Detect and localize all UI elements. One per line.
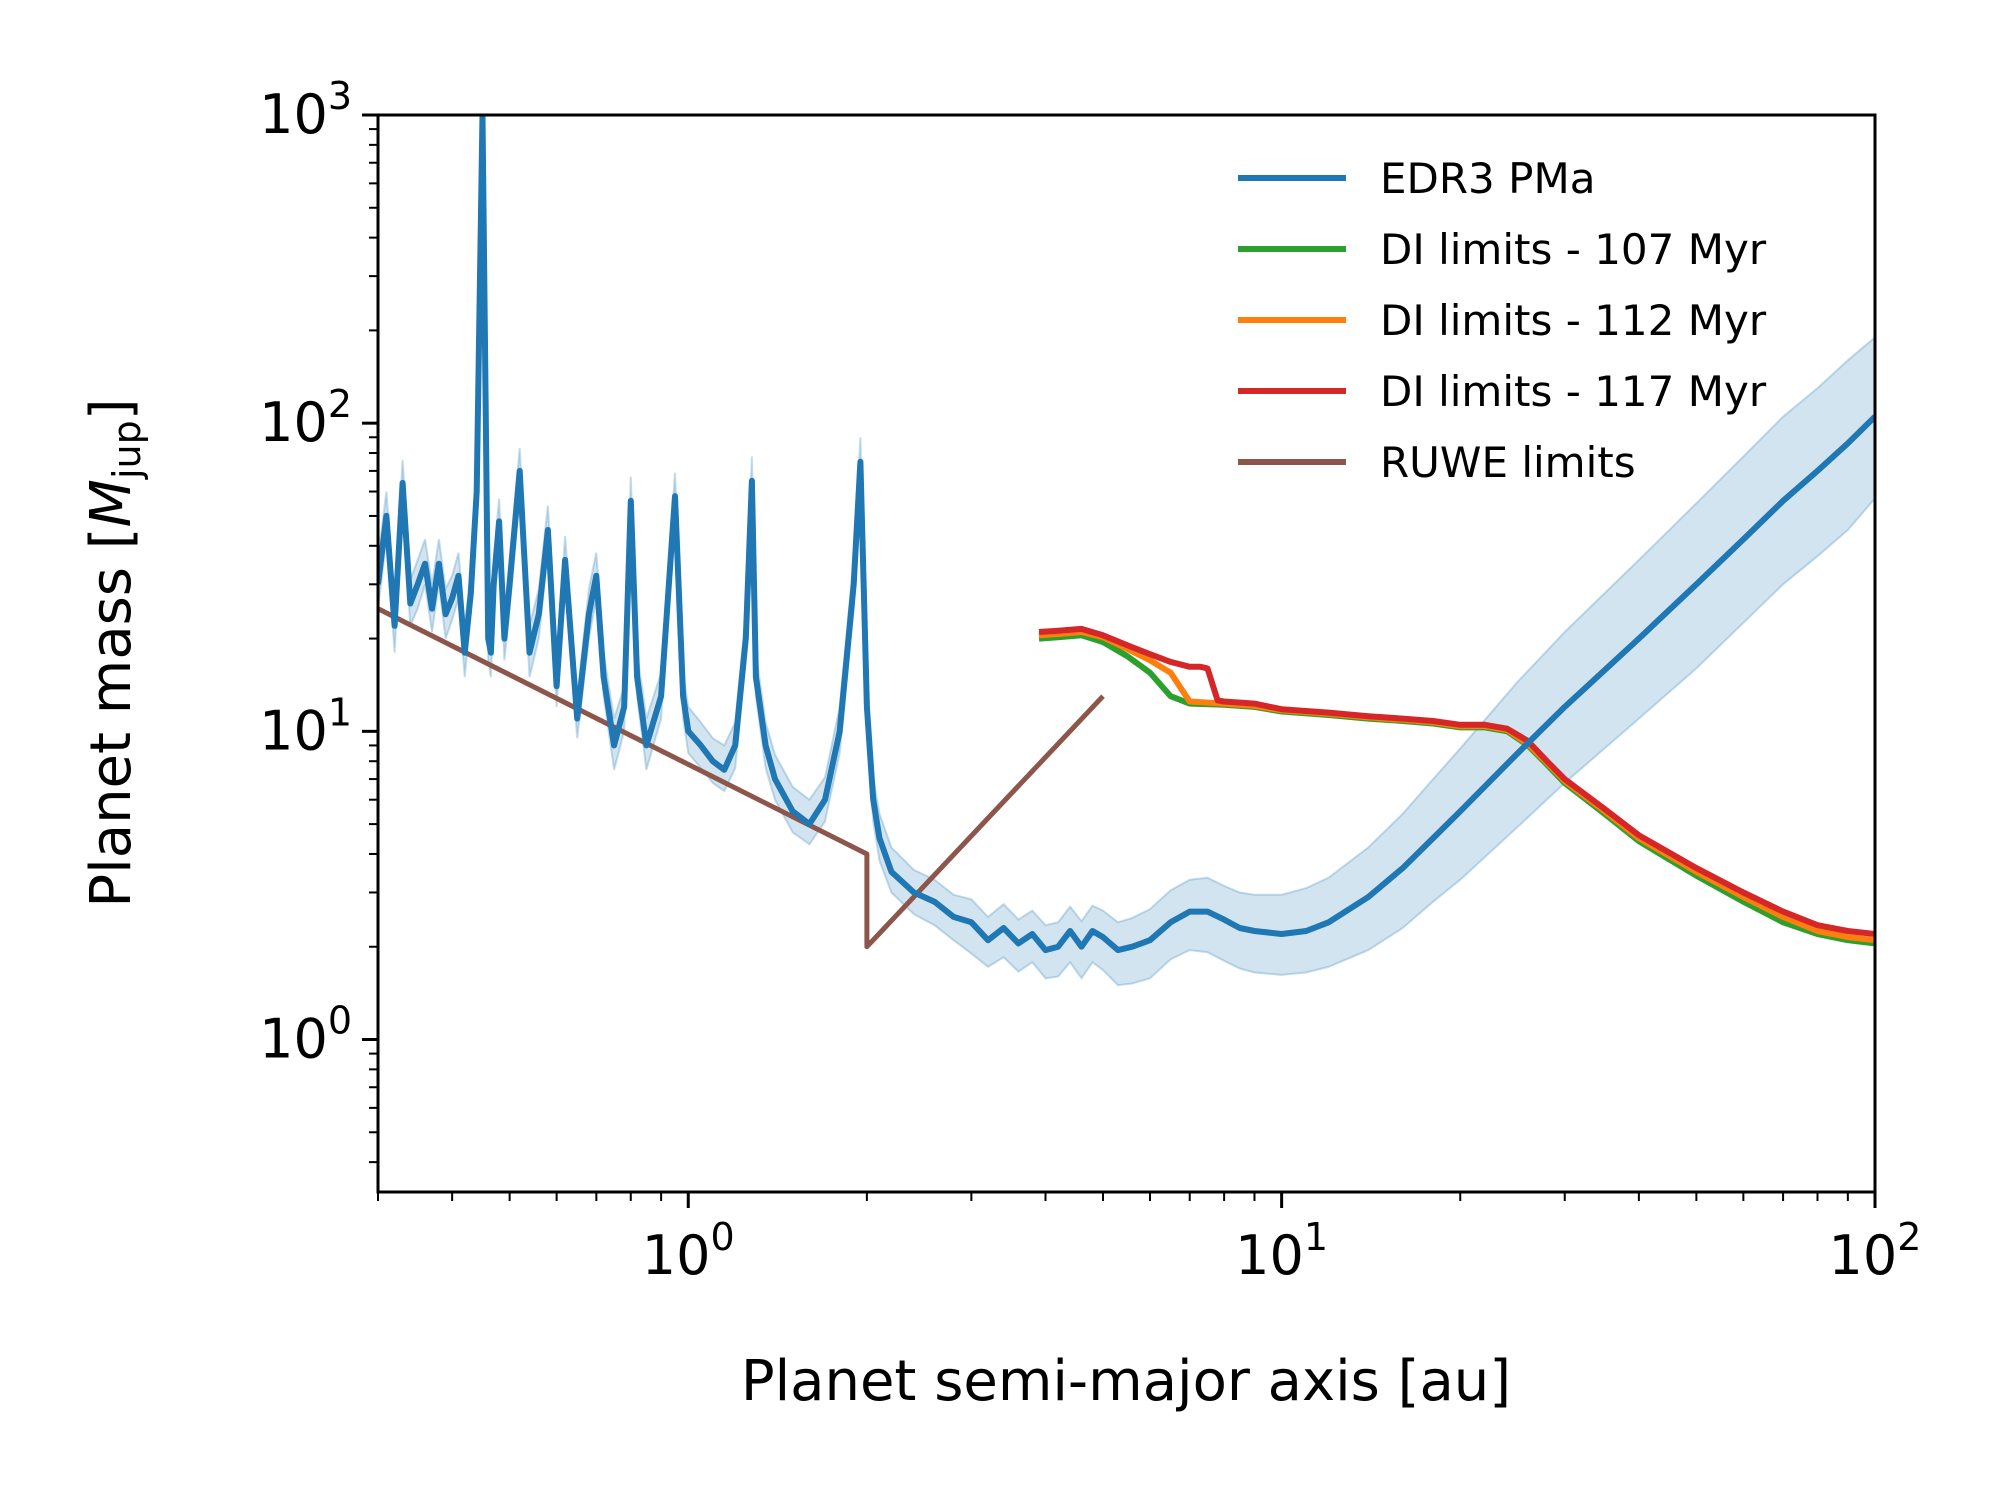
y-axis-label: Planet mass [Mjup]: [79, 398, 149, 907]
legend-label-di-limits-117-myr: DI limits - 117 Myr: [1380, 367, 1767, 416]
y-axis-label-main: Planet mass [: [79, 527, 144, 907]
y-tick-label: 103: [259, 74, 352, 146]
axis-tick-labels: 100 101 102 100 101 102 103: [259, 74, 1921, 1287]
y-axis-label-close: ]: [79, 398, 144, 420]
y-axis-label-subscript: jup: [105, 420, 149, 480]
series-line-di-limits-117-myr: [1038, 625, 1875, 937]
x-axis-label: Planet semi-major axis [au]: [741, 1349, 1511, 1414]
series-line-ruwe-limits: [378, 606, 1105, 950]
axis-ticks: [362, 113, 1877, 1208]
y-tick-label: 101: [259, 690, 352, 762]
series-lines: [378, 115, 1875, 954]
y-axis-label-symbol: M: [79, 479, 144, 527]
x-tick-label: 102: [1829, 1215, 1922, 1287]
legend: EDR3 PMa DI limits - 107 Myr DI limits - 1…: [1238, 154, 1767, 487]
series-line-edr3-pma: [378, 115, 1875, 954]
plot-frame: [376, 113, 1877, 1194]
legend-label-di-limits-107-myr: DI limits - 107 Myr: [1380, 225, 1767, 274]
legend-label-di-limits-112-myr: DI limits - 112 Myr: [1380, 296, 1767, 345]
y-tick-label: 100: [259, 999, 352, 1071]
x-tick-label: 100: [642, 1215, 735, 1287]
legend-label-ruwe-limits: RUWE limits: [1380, 438, 1636, 487]
legend-label-edr3-pma: EDR3 PMa: [1380, 154, 1595, 203]
y-tick-label: 102: [259, 382, 352, 454]
x-tick-label: 101: [1235, 1215, 1328, 1287]
